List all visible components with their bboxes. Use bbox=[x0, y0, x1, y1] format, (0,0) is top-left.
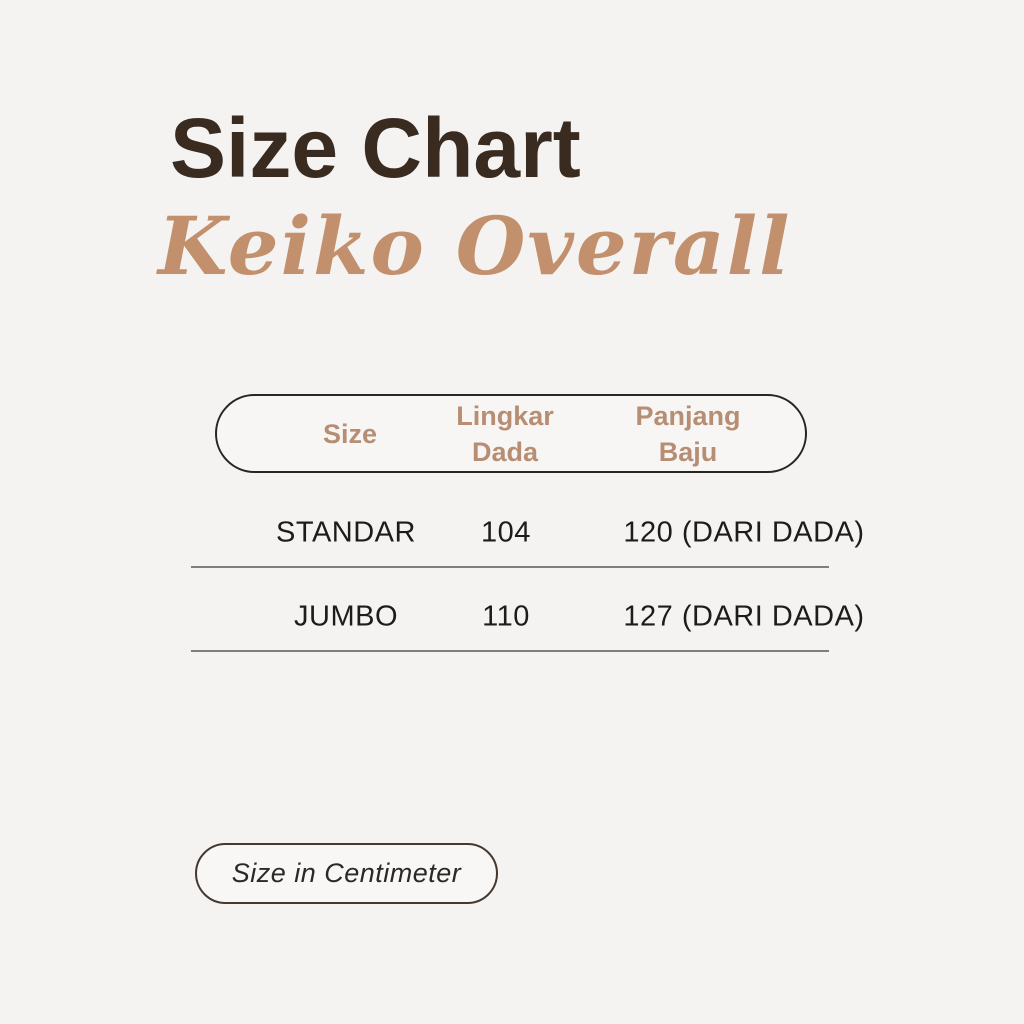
unit-note-label: Size in Centimeter bbox=[231, 858, 462, 888]
column-header-lingkar-dada: Lingkar Dada bbox=[456, 400, 554, 467]
table-header-pill: Size Lingkar Dada Panjang Baju bbox=[215, 394, 807, 473]
row-size-value: JUMBO bbox=[294, 600, 398, 633]
row-divider bbox=[191, 566, 829, 568]
column-header-size: Size bbox=[322, 418, 378, 449]
row-divider bbox=[191, 650, 829, 652]
unit-note-pill: Size in Centimeter bbox=[195, 843, 498, 904]
row-lingkar-dada-value: 104 bbox=[481, 516, 531, 549]
product-name-subtitle: Keiko Overall bbox=[158, 199, 792, 293]
row-lingkar-dada-value: 110 bbox=[482, 600, 530, 633]
page-title: Size Chart bbox=[170, 101, 581, 195]
row-panjang-baju-value: 127 (DARI DADA) bbox=[623, 600, 865, 633]
row-panjang-baju-value: 120 (DARI DADA) bbox=[623, 516, 865, 549]
column-header-panjang-baju: Panjang Baju bbox=[635, 400, 741, 467]
row-size-value: STANDAR bbox=[276, 516, 416, 549]
